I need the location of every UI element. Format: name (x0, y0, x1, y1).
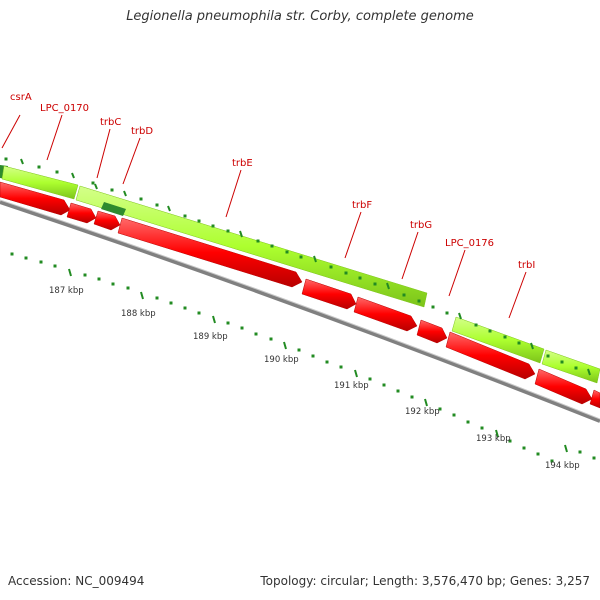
gene-label-csra[interactable]: csrA (10, 92, 32, 103)
accession-text: Accession: NC_009494 (8, 574, 145, 588)
scale-label: 189 kbp (193, 332, 228, 342)
gene-label-trbi[interactable]: trbI (518, 260, 535, 271)
gene-arrow-reverse[interactable] (534, 368, 593, 405)
gene-label-trbe[interactable]: trbE (232, 158, 253, 169)
gene-labels: csrA LPC_0170 trbC trbD trbE trbF trbG L… (10, 92, 535, 271)
gene-arrow-reverse[interactable] (301, 278, 357, 310)
scale-label: 188 kbp (121, 309, 156, 319)
gene-arrow-reverse[interactable] (353, 296, 418, 332)
gene-arrow-reverse[interactable] (589, 389, 600, 409)
gene-feature-forward-dark[interactable] (101, 202, 126, 216)
scale-label: 187 kbp (49, 286, 84, 296)
scale-labels: 187 kbp 188 kbp 189 kbp 190 kbp 191 kbp … (49, 286, 580, 471)
backbone-ring (0, 200, 600, 423)
gene-label-lpc-0170[interactable]: LPC_0170 (40, 103, 89, 114)
scale-label: 190 kbp (264, 355, 299, 365)
gene-feature-forward[interactable] (75, 185, 428, 308)
gene-label-leaders (1, 114, 527, 319)
reverse-strand-track (0, 181, 600, 409)
gene-label-trbd[interactable]: trbD (131, 126, 153, 137)
gene-label-trbf[interactable]: trbF (352, 200, 372, 211)
scale-label: 192 kbp (405, 407, 440, 417)
scale-label: 193 kbp (476, 434, 511, 444)
map-title: Legionella pneumophila str. Corby, compl… (126, 9, 474, 24)
gene-arrow-reverse[interactable] (0, 181, 71, 216)
gene-arrow-reverse[interactable] (117, 217, 303, 288)
scale-label: 194 kbp (545, 461, 580, 471)
gene-label-trbc[interactable]: trbC (100, 117, 121, 128)
gene-arrow-reverse[interactable] (66, 202, 97, 224)
gene-label-lpc-0176[interactable]: LPC_0176 (445, 238, 494, 249)
gene-arrow-reverse[interactable] (445, 331, 536, 380)
gene-label-trbg[interactable]: trbG (410, 220, 432, 231)
inner-scale-ring (10, 252, 596, 463)
gene-feature-forward[interactable] (451, 316, 545, 364)
outer-tick-ring (4, 157, 591, 376)
forward-strand-track (0, 165, 600, 384)
gene-arrow-reverse[interactable] (416, 319, 448, 344)
gene-feature-forward[interactable] (541, 349, 600, 384)
scale-label: 191 kbp (334, 381, 369, 391)
genome-summary-text: Topology: circular; Length: 3,576,470 bp… (260, 574, 590, 588)
gene-feature-forward[interactable] (1, 165, 79, 200)
gene-arrow-reverse[interactable] (93, 210, 121, 231)
